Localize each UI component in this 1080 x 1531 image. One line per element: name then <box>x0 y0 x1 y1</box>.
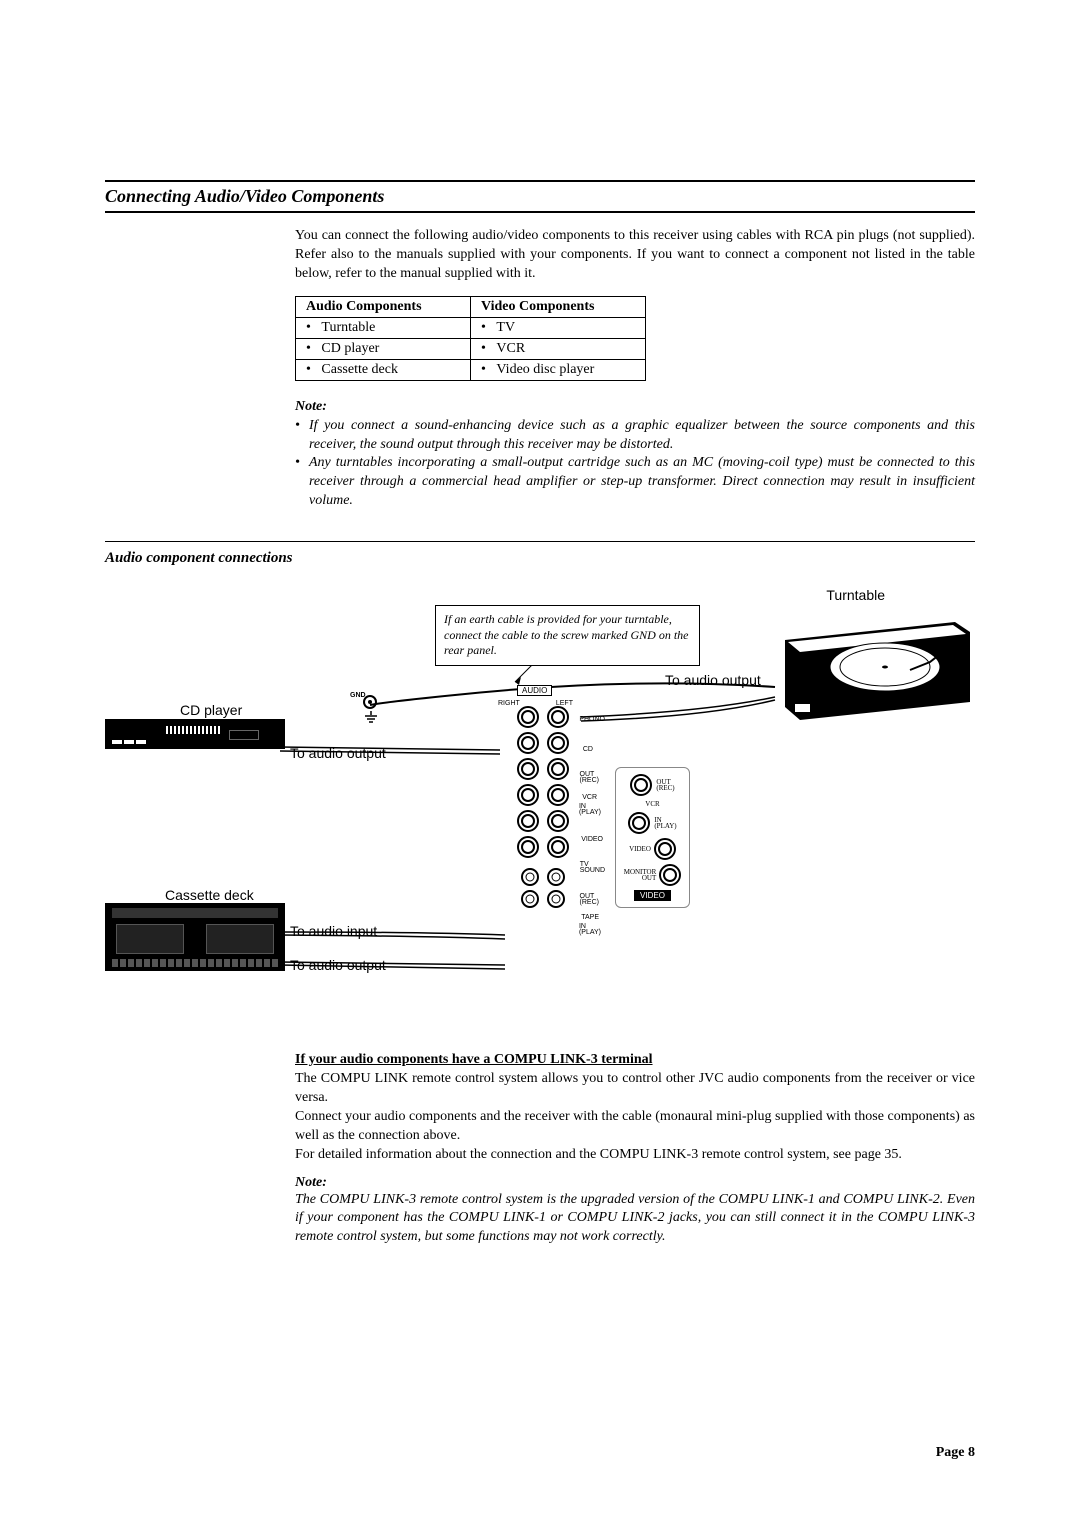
cassette-deck-device <box>105 903 285 971</box>
compu-p3: For detailed information about the conne… <box>295 1146 975 1165</box>
compu-p1: The COMPU LINK remote control system all… <box>295 1070 975 1108</box>
cd-player-device <box>105 719 285 749</box>
components-table: Audio Components Video Components • Turn… <box>295 296 646 381</box>
turntable-label: Turntable <box>826 587 885 603</box>
to-audio-output-cd: To audio output <box>290 745 386 761</box>
ground-symbol-icon <box>363 711 379 725</box>
to-audio-output-tt: To audio output <box>665 672 761 688</box>
table-cell: • CD player <box>296 338 471 359</box>
turntable-device <box>780 612 975 722</box>
table-cell: • Turntable <box>296 317 471 338</box>
compu-link-title: If your audio components have a COMPU LI… <box>295 1052 975 1068</box>
note-block-1: Note: If you connect a sound-enhancing d… <box>295 399 975 511</box>
note-label: Note: <box>295 399 327 414</box>
table-cell: • Video disc player <box>471 359 646 380</box>
video-jack-panel: OUT(REC) VCR IN(PLAY) VIDEO MONITOROUT V… <box>615 767 690 908</box>
to-audio-output-cassette: To audio output <box>290 957 386 973</box>
subsection-title: Audio component connections <box>105 550 975 567</box>
section-title: Connecting Audio/Video Components <box>105 180 975 213</box>
note-item: Any turntables incorporating a small-out… <box>295 454 975 511</box>
compu-p2: Connect your audio components and the re… <box>295 1108 975 1146</box>
note2-text: The COMPU LINK-3 remote control system i… <box>295 1191 975 1248</box>
gnd-note-box: If an earth cable is provided for your t… <box>435 605 700 666</box>
cassette-label: Cassette deck <box>165 887 254 903</box>
note-label: Note: <box>295 1175 327 1190</box>
connection-diagram: Turntable CD player Cassette deck To aud… <box>105 587 975 1027</box>
table-header-video: Video Components <box>471 296 646 317</box>
note-block-2: Note: The COMPU LINK-3 remote control sy… <box>295 1175 975 1248</box>
divider <box>105 541 975 542</box>
page-number: Page 8 <box>936 1445 975 1461</box>
table-cell: • Cassette deck <box>296 359 471 380</box>
table-header-audio: Audio Components <box>296 296 471 317</box>
audio-jack-panel: RIGHT LEFT PHONO CD OUT(REC) VCR IN(PLAY… <box>500 692 585 912</box>
table-cell: • VCR <box>471 338 646 359</box>
intro-paragraph: You can connect the following audio/vide… <box>295 227 975 284</box>
note-item: If you connect a sound-enhancing device … <box>295 417 975 455</box>
table-cell: • TV <box>471 317 646 338</box>
gnd-terminal <box>363 695 377 709</box>
video-header: VIDEO <box>634 890 671 901</box>
to-audio-input: To audio input <box>290 923 377 939</box>
cd-player-label: CD player <box>180 702 242 718</box>
compu-link-section: If your audio components have a COMPU LI… <box>295 1052 975 1164</box>
